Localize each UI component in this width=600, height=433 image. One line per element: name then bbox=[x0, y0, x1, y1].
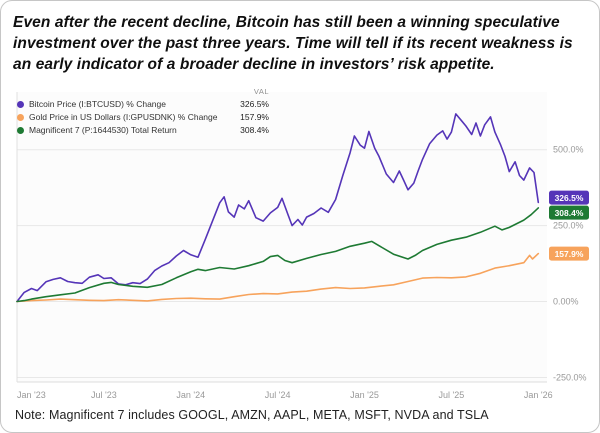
series-line bbox=[16, 207, 540, 303]
legend-series-value: 326.5% bbox=[240, 99, 269, 110]
x-axis-label: Jul '23 bbox=[91, 390, 117, 400]
legend-rows: Bitcoin Price (I:BTCUSD) % Change 326.5% G… bbox=[17, 99, 269, 135]
legend-row: Gold Price in US Dollars (I:GPUSDNK) % C… bbox=[17, 112, 269, 122]
legend-series-dot bbox=[17, 100, 24, 108]
x-axis-label: Jul '25 bbox=[439, 390, 465, 400]
legend-series-value: 157.9% bbox=[240, 112, 269, 123]
x-axis-label: Jan '25 bbox=[350, 390, 379, 400]
legend-row: Bitcoin Price (I:BTCUSD) % Change 326.5% bbox=[17, 99, 269, 109]
legend-series-dot bbox=[17, 126, 24, 134]
headline: Even after the recent decline, Bitcoin h… bbox=[13, 14, 573, 74]
x-axis-label: Jan '23 bbox=[17, 390, 46, 400]
value-badge bbox=[549, 190, 589, 205]
legend-series-label: Gold Price in US Dollars (I:GPUSDNK) % C… bbox=[29, 112, 218, 123]
value-badge bbox=[549, 205, 589, 220]
series-line bbox=[16, 253, 540, 303]
y-axis-label: 0.00% bbox=[553, 297, 579, 307]
footnote: Note: Magnificent 7 includes GOOGL, AMZN… bbox=[15, 408, 489, 423]
legend-series-label: Bitcoin Price (I:BTCUSD) % Change bbox=[29, 99, 166, 110]
y-axis-label: 500.0% bbox=[553, 145, 584, 155]
value-badge bbox=[549, 246, 589, 261]
value-badge-text: 157.9% bbox=[555, 249, 584, 259]
legend-header-row: VAL bbox=[17, 87, 269, 96]
value-badge-text: 308.4% bbox=[555, 208, 584, 218]
chart-legend: VAL Bitcoin Price (I:BTCUSD) % Change 326… bbox=[17, 87, 269, 138]
value-badge-text: 326.5% bbox=[555, 193, 584, 203]
legend-row: Magnificent 7 (P:1644530) Total Return 30… bbox=[17, 125, 269, 135]
y-axis-label: 250.0% bbox=[553, 221, 584, 231]
chart-container: VAL Bitcoin Price (I:BTCUSD) % Change 326… bbox=[9, 82, 593, 404]
plot-background bbox=[17, 92, 547, 383]
legend-val-column-header: VAL bbox=[253, 87, 269, 97]
x-axis-label: Jul '24 bbox=[265, 390, 291, 400]
legend-series-value: 308.4% bbox=[240, 125, 269, 136]
legend-series-label: Magnificent 7 (P:1644530) Total Return bbox=[29, 125, 177, 136]
x-axis-label: Jan '24 bbox=[176, 390, 205, 400]
plot-svg: 500.0% 250.0% 0.00% -250.0% Jan '23 Jul '23 Ja… bbox=[16, 92, 589, 400]
y-axis-label: -250.0% bbox=[553, 373, 587, 383]
x-axis-label: Jan '26 bbox=[524, 390, 553, 400]
legend-series-dot bbox=[17, 113, 24, 121]
